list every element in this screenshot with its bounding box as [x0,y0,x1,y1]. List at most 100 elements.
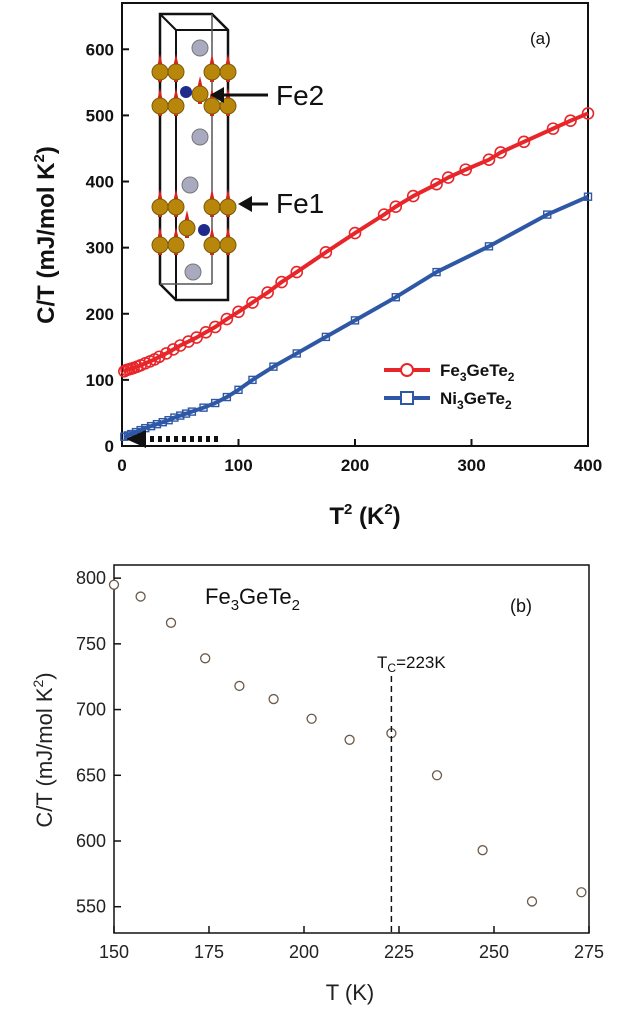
legend-ni-part1: Ni [440,389,457,408]
a-ytick-label: 600 [86,40,114,59]
panel-a-ticks: 0 100 200 300 400 0 100 200 300 400 500 600 [86,40,603,475]
b-point [526,896,538,907]
b-ytick-label: 650 [76,765,106,785]
b-xtick-label: 225 [384,942,414,962]
te-atom-icon [191,128,209,146]
a-point-ni [321,332,331,342]
b-ytick-label: 800 [76,568,106,588]
crystal-structure-inset [151,12,237,302]
b-point [135,591,146,602]
a-point-ni [158,417,167,427]
legend-ni-part2: GeTe [464,389,505,408]
b-ytick-label: 550 [76,897,106,917]
fe-atom-icon [151,198,169,216]
legend-fe-sub2: 2 [508,370,515,384]
a-point-ni [152,419,162,429]
a-point-fe [319,245,333,259]
a-ytick-label: 200 [86,305,114,324]
panel-b-ticks: 150 175 200 225 250 275 550 600 650 700 750 800 [76,568,604,962]
a-point-fe [290,265,304,279]
a-ytick-label: 300 [86,239,114,258]
a-ytick-label: 0 [105,437,114,456]
legend-fe-part1: Fe [440,361,460,380]
b-point [306,713,317,724]
fe-atom-icon [191,85,209,103]
fe-atom-icon [167,63,185,81]
panel-a-label: (a) [530,29,551,48]
fe-atom-icon [151,236,169,254]
b-xtick-label: 175 [194,942,224,962]
a-point-fe [208,320,222,334]
a-point-ni [187,407,197,416]
fe2-label: Fe2 [276,80,324,111]
a-point-ni [432,267,441,277]
svg-text:Fe3GeTe2: Fe3GeTe2 [440,361,515,384]
a-point-fe [482,153,496,167]
a-xtick-label: 100 [224,456,252,475]
legend-ni-sub1: 3 [457,398,464,412]
a-point-ni [292,349,301,358]
a-point-fe [459,163,472,176]
fe-atom-icon [167,97,185,115]
panel-b-frame [113,564,590,934]
a-point-fe [564,114,577,127]
a-point-fe [190,331,203,344]
b-xtick-label: 275 [574,942,604,962]
fe-atom-icon [151,63,169,81]
panel-a-series [118,107,595,441]
legend-fe-part2: GeTe [467,361,508,380]
origin-dotted-arrow [126,430,218,448]
b-point [477,845,488,856]
panel-b-series [108,579,587,907]
fe-atom-icon [219,63,237,81]
b-point [344,734,355,745]
panel-b-material: Fe3GeTe2 [205,584,300,614]
te-atom-icon [184,263,202,281]
a-point-fe [348,226,362,240]
a-xtick-label: 300 [457,456,485,475]
panel-b-label: (b) [510,596,532,616]
a-point-fe [494,146,507,159]
a-point-fe [430,177,443,191]
a-point-ni [146,421,156,431]
a-point-fe [546,122,560,135]
b-xtick-label: 200 [289,942,319,962]
a-point-ni [199,403,208,412]
b-point [576,887,587,898]
a-point-fe [220,312,234,326]
b-point [268,693,279,705]
svg-text:Ni3GeTe2: Ni3GeTe2 [440,389,512,412]
a-point-fe [159,347,173,360]
a-point-ni [164,416,173,425]
a-point-fe [389,200,403,213]
b-point [108,579,120,590]
a-point-ni [181,409,191,418]
panel-b-xlabel: T (K) [326,980,374,1005]
a-xtick-label: 0 [117,456,126,475]
a-point-fe [377,208,391,221]
fe-atom-icon [203,198,221,216]
fe-atom-icon [178,219,196,237]
a-point-ni [391,293,400,302]
a-point-ni [210,398,220,408]
b-point [234,680,245,692]
b-xtick-label: 250 [479,942,509,962]
a-point-ni [176,411,185,420]
fe1-label: Fe1 [276,188,324,219]
a-series-line-1 [123,194,589,439]
a-point-ni [222,392,232,402]
b-ytick-label: 750 [76,634,106,654]
tc-annotation: TC=223K [377,653,446,675]
legend-ni-sub2: 2 [505,398,512,412]
fe2-arrow [210,87,268,103]
a-ytick-label: 500 [86,106,114,125]
a-point-fe [232,305,245,319]
fe-atom-icon [167,198,185,216]
a-point-ni [583,192,593,201]
unit-cell-edge [159,13,177,31]
a-point-fe [581,107,595,120]
legend-entry-fe3gete2: Fe3GeTe2 [384,361,515,384]
a-point-fe [406,189,420,203]
panel-b-ylabel: C/T (mJ/mol K2) [30,672,57,827]
